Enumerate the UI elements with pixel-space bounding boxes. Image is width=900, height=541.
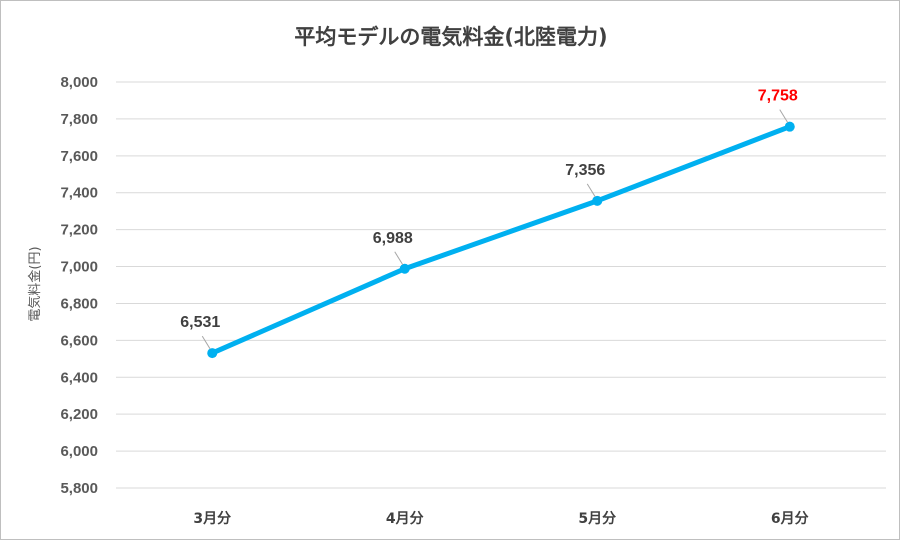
y-axis-ticks: 5,800 6,000 6,200 6,400 6,600 6,800 7,000 7,200… <box>60 74 98 497</box>
x-tick-label: 4月分 <box>386 511 424 527</box>
y-tick-label: 6,200 <box>60 406 98 423</box>
y-tick-label: 7,400 <box>60 185 98 202</box>
series-line <box>209 124 793 356</box>
data-label: 7,356 <box>565 162 605 179</box>
chart-title: 平均モデルの電気料金(北陸電力) <box>294 25 607 49</box>
data-point <box>399 263 410 274</box>
leader-line <box>394 251 404 266</box>
data-point <box>784 121 795 132</box>
x-tick-label: 3月分 <box>193 511 231 527</box>
y-tick-label: 7,600 <box>60 148 98 165</box>
data-point <box>207 348 218 359</box>
y-tick-label: 6,400 <box>60 369 98 386</box>
leader-line <box>586 183 596 198</box>
y-tick-label: 7,000 <box>60 259 98 276</box>
leader-line <box>201 335 211 350</box>
x-tick-label: 5月分 <box>578 511 616 527</box>
y-tick-label: 7,200 <box>60 222 98 239</box>
data-point <box>592 195 603 206</box>
y-tick-label: 7,800 <box>60 111 98 128</box>
series-layer <box>207 121 795 359</box>
y-tick-label: 6,600 <box>60 332 98 349</box>
y-tick-label: 5,800 <box>60 480 98 497</box>
data-label: 7,758 <box>758 88 798 105</box>
y-tick-label: 6,000 <box>60 443 98 460</box>
y-axis-label: 電気料金(円) <box>27 246 43 321</box>
y-tick-label: 6,800 <box>60 295 98 312</box>
y-tick-label: 8,000 <box>60 74 98 91</box>
gridlines <box>116 81 886 489</box>
data-labels: 6,531 6,988 7,356 7,758 <box>180 88 798 350</box>
x-axis-ticks: 3月分 4月分 5月分 6月分 <box>193 511 808 527</box>
data-label: 6,531 <box>180 314 220 331</box>
data-label: 6,988 <box>373 230 413 247</box>
x-tick-label: 6月分 <box>771 511 809 527</box>
leader-line <box>779 109 789 123</box>
